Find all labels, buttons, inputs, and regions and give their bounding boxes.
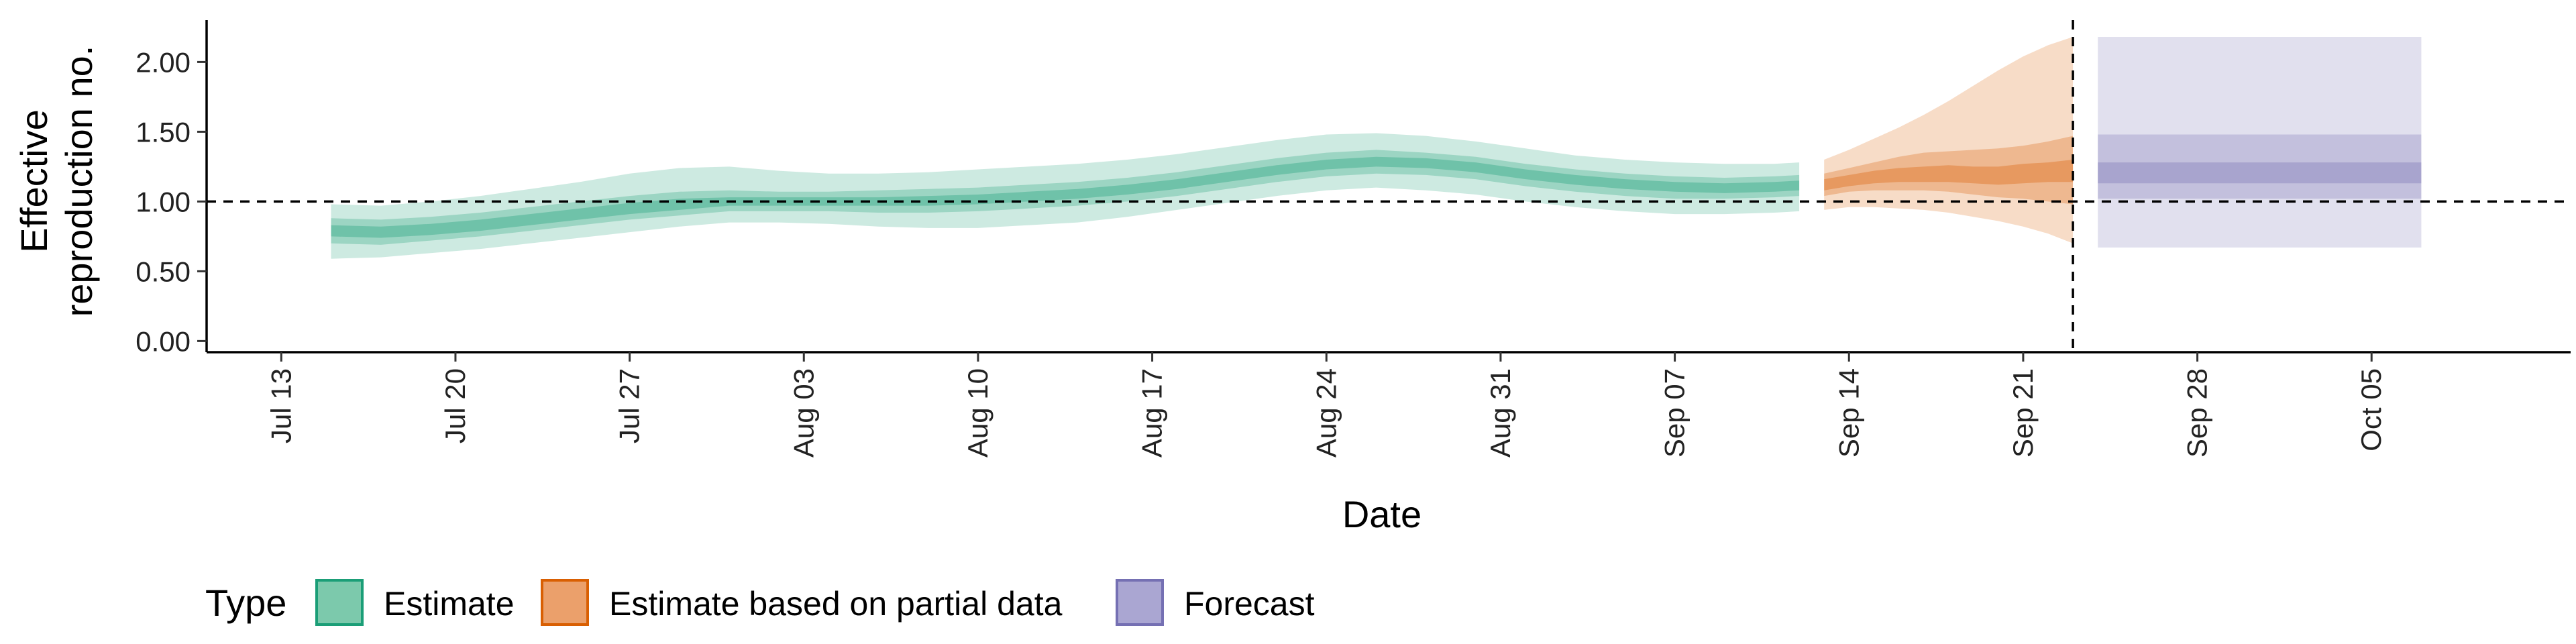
y-axis-title-line-1: Effective: [13, 109, 55, 253]
y-tick-label: 1.50: [136, 116, 191, 148]
reference-lines: [207, 20, 2571, 352]
y-tick-label: 0.00: [136, 325, 191, 357]
band-estimate-90: [331, 133, 1800, 259]
y-axis-title-line-2: reproduction no.: [58, 46, 100, 317]
ribbon-bands: [331, 37, 2422, 259]
x-tick-label: Aug 24: [1310, 368, 1342, 458]
band-forecast-90: [2098, 37, 2422, 248]
legend-label-forecast: Forecast: [1184, 585, 1315, 623]
band-estimate-based-on-partial-data-50: [1824, 136, 2074, 205]
band-estimate-based-on-partial-data-90: [1824, 37, 2074, 244]
legend-label-partial: Estimate based on partial data: [609, 585, 1063, 623]
x-tick-label: Aug 10: [962, 368, 994, 458]
legend-swatch-estimate: [315, 579, 364, 626]
band-estimate-20: [331, 156, 1800, 238]
band-estimate-based-on-partial-data-20: [1824, 160, 2074, 191]
x-axis-title: Date: [1342, 493, 1421, 535]
x-tick-label: Sep 21: [2007, 368, 2039, 458]
band-forecast-50: [2098, 134, 2422, 199]
y-tick-label: 0.50: [136, 256, 191, 287]
x-tick-label: Jul 27: [614, 368, 645, 443]
x-tick-label: Sep 14: [1833, 368, 1864, 458]
legend-title: Type: [205, 582, 286, 624]
x-tick-label: Aug 31: [1485, 368, 1516, 458]
x-tick-label: Aug 17: [1136, 368, 1168, 458]
band-forecast-20: [2098, 162, 2422, 184]
x-tick-label: Jul 13: [265, 368, 297, 443]
x-tick-label: Oct 05: [2355, 368, 2387, 451]
x-tick-label: Sep 07: [1659, 368, 1690, 458]
x-tick-label: Jul 20: [439, 368, 471, 443]
x-tick-label: Sep 28: [2182, 368, 2213, 458]
tick-marks: 0.00 0.50 1.00 1.50 2.00 Jul 13 Jul 20 Jul 27 Au…: [136, 46, 2387, 458]
legend-label-estimate: Estimate: [384, 585, 515, 623]
x-tick-label: Aug 03: [788, 368, 819, 458]
axes: [205, 20, 2571, 354]
legend-swatch-forecast: [1116, 579, 1164, 626]
band-estimate-50: [331, 150, 1800, 245]
y-tick-label: 2.00: [136, 46, 191, 78]
legend: Type Estimate Estimate based on partial …: [205, 579, 1315, 626]
legend-swatch-partial: [541, 579, 589, 626]
y-tick-label: 1.00: [136, 186, 191, 217]
y-axis-title: Effective reproduction no.: [13, 46, 100, 317]
